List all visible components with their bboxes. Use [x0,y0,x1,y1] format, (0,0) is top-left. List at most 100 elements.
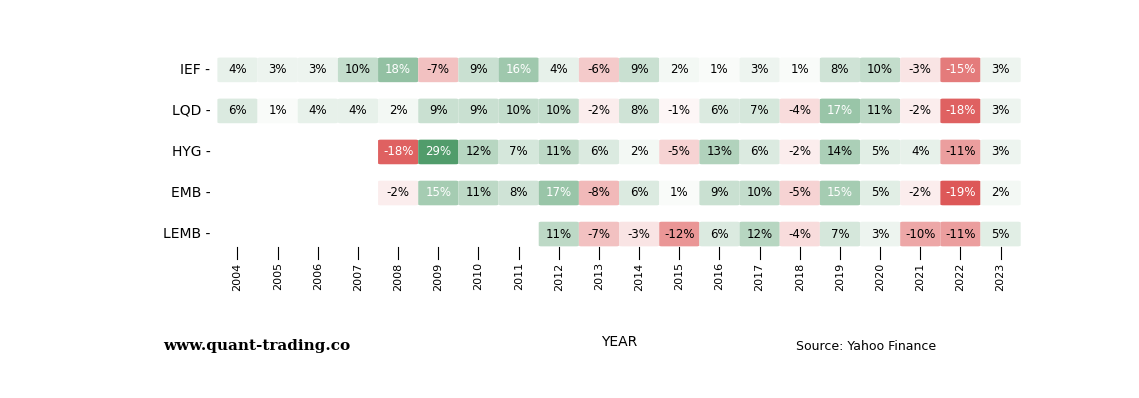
FancyBboxPatch shape [499,140,539,164]
FancyBboxPatch shape [579,58,620,82]
Text: 2%: 2% [630,145,648,158]
FancyBboxPatch shape [699,222,739,246]
Text: 2%: 2% [991,187,1010,199]
Text: 10%: 10% [867,63,893,76]
Text: -11%: -11% [945,228,976,240]
Text: 2009: 2009 [433,262,443,291]
Text: 16%: 16% [506,63,532,76]
FancyBboxPatch shape [699,140,739,164]
Text: 2006: 2006 [313,262,322,291]
FancyBboxPatch shape [579,99,620,123]
Text: 6%: 6% [710,228,729,240]
Text: 2015: 2015 [674,262,685,291]
Text: 17%: 17% [827,104,853,117]
FancyBboxPatch shape [620,222,659,246]
FancyBboxPatch shape [257,58,297,82]
Text: 8%: 8% [630,104,648,117]
Text: 10%: 10% [345,63,371,76]
Text: -8%: -8% [588,187,611,199]
FancyBboxPatch shape [338,58,378,82]
Text: 17%: 17% [546,187,572,199]
Text: 2005: 2005 [272,262,282,291]
Text: 2023: 2023 [995,262,1006,291]
FancyBboxPatch shape [900,58,941,82]
Text: -10%: -10% [906,228,935,240]
Text: -15%: -15% [945,63,976,76]
Text: 11%: 11% [867,104,893,117]
FancyBboxPatch shape [860,222,900,246]
Text: 9%: 9% [469,104,487,117]
Text: 10%: 10% [747,187,772,199]
FancyBboxPatch shape [539,58,579,82]
FancyBboxPatch shape [699,58,739,82]
FancyBboxPatch shape [739,99,780,123]
Text: 7%: 7% [830,228,850,240]
Text: Source: Yahoo Finance: Source: Yahoo Finance [796,339,936,353]
Text: -11%: -11% [945,145,976,158]
FancyBboxPatch shape [780,140,820,164]
FancyBboxPatch shape [539,140,579,164]
FancyBboxPatch shape [981,99,1021,123]
Text: -2%: -2% [588,104,611,117]
Text: -19%: -19% [945,187,976,199]
Text: 2013: 2013 [593,262,604,291]
Text: -4%: -4% [788,104,811,117]
FancyBboxPatch shape [941,58,981,82]
Text: 1%: 1% [269,104,287,117]
Text: 3%: 3% [871,228,890,240]
Text: 15%: 15% [827,187,853,199]
Text: HYG -: HYG - [172,145,211,159]
FancyBboxPatch shape [780,222,820,246]
Text: 7%: 7% [509,145,528,158]
Text: 4%: 4% [349,104,367,117]
FancyBboxPatch shape [820,181,860,205]
FancyBboxPatch shape [458,99,499,123]
FancyBboxPatch shape [620,99,659,123]
FancyBboxPatch shape [499,181,539,205]
Text: YEAR: YEAR [601,335,637,349]
Text: 2019: 2019 [835,262,845,291]
Text: 12%: 12% [746,228,772,240]
Text: -6%: -6% [588,63,611,76]
Text: 3%: 3% [991,104,1010,117]
Text: 12%: 12% [466,145,492,158]
FancyBboxPatch shape [941,181,981,205]
Text: 9%: 9% [710,187,729,199]
Text: 8%: 8% [830,63,850,76]
Text: 9%: 9% [630,63,648,76]
FancyBboxPatch shape [900,222,941,246]
FancyBboxPatch shape [458,58,499,82]
Text: -12%: -12% [664,228,695,240]
FancyBboxPatch shape [218,99,257,123]
FancyBboxPatch shape [338,99,378,123]
FancyBboxPatch shape [620,58,659,82]
Text: 13%: 13% [706,145,732,158]
Text: 3%: 3% [751,63,769,76]
FancyBboxPatch shape [499,99,539,123]
FancyBboxPatch shape [820,140,860,164]
Text: 15%: 15% [425,187,451,199]
Text: 10%: 10% [506,104,532,117]
FancyBboxPatch shape [860,58,900,82]
FancyBboxPatch shape [378,140,418,164]
Text: 2014: 2014 [634,262,645,291]
FancyBboxPatch shape [297,58,338,82]
FancyBboxPatch shape [739,58,780,82]
Text: 2017: 2017 [755,262,764,291]
FancyBboxPatch shape [820,222,860,246]
Text: -2%: -2% [386,187,410,199]
FancyBboxPatch shape [620,181,659,205]
Text: 5%: 5% [871,145,890,158]
FancyBboxPatch shape [659,99,699,123]
Text: www.quant-trading.co: www.quant-trading.co [164,339,351,353]
Text: -3%: -3% [628,228,650,240]
Text: 4%: 4% [911,145,929,158]
Text: 1%: 1% [790,63,809,76]
Text: LQD -: LQD - [172,104,211,118]
Text: -2%: -2% [909,104,932,117]
Text: 2012: 2012 [554,262,564,291]
FancyBboxPatch shape [981,58,1021,82]
Text: -4%: -4% [788,228,811,240]
Text: 2004: 2004 [232,262,243,291]
Text: 6%: 6% [630,187,648,199]
